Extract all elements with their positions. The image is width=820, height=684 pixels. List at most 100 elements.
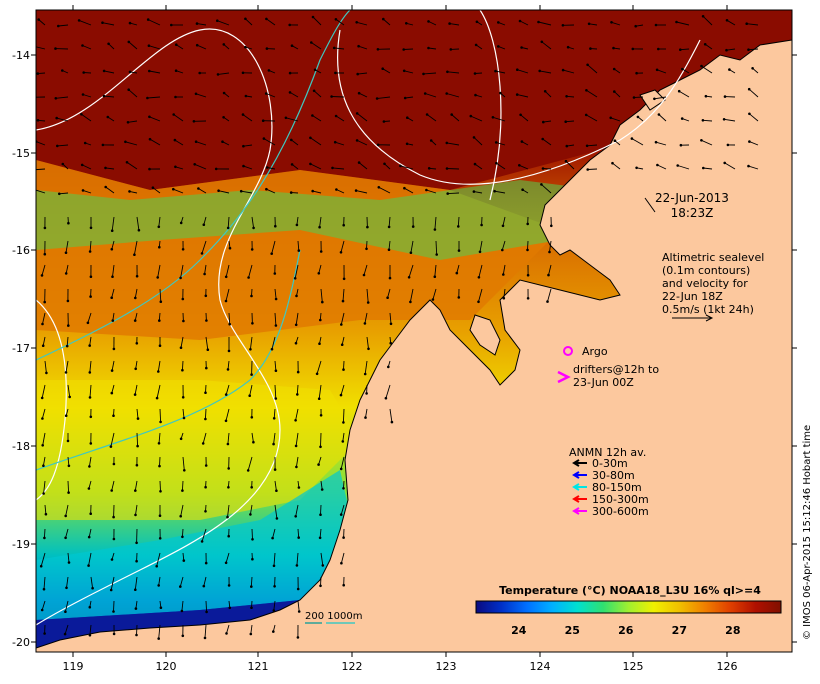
velocity-arrowhead-icon: [107, 43, 110, 46]
velocity-arrowhead-icon: [527, 297, 530, 300]
velocity-arrowhead-icon: [702, 119, 705, 122]
velocity-arrowhead-icon: [68, 396, 71, 399]
velocity-arrowhead-icon: [389, 342, 392, 345]
velocity-arrowhead-icon: [89, 512, 92, 515]
velocity-arrowhead-icon: [495, 162, 498, 165]
colorbar: [476, 601, 781, 613]
colorbar-tick-label: 28: [725, 624, 740, 637]
velocity-arrowhead-icon: [104, 167, 107, 170]
velocity-arrowhead-icon: [172, 188, 175, 191]
velocity-arrowhead-icon: [653, 98, 656, 101]
velocity-arrowhead-icon: [40, 565, 43, 568]
velocity-arrowhead-icon: [274, 468, 277, 471]
velocity-arrowhead-icon: [747, 165, 750, 168]
velocity-arrowhead-icon: [751, 67, 754, 70]
velocity-arrowhead-icon: [748, 140, 751, 143]
velocity-arrowhead-icon: [377, 48, 380, 51]
velocity-arrowhead-icon: [54, 47, 57, 50]
velocity-arrowhead-icon: [309, 163, 312, 166]
velocity-arrowhead-icon: [250, 486, 253, 489]
velocity-arrowhead-icon: [294, 419, 297, 422]
velocity-arrowhead-icon: [182, 298, 185, 301]
velocity-arrowhead-icon: [158, 319, 161, 322]
velocity-arrowhead-icon: [310, 41, 313, 44]
velocity-arrowhead-icon: [89, 250, 92, 253]
lat-label: -19: [12, 538, 30, 551]
velocity-arrowhead-icon: [290, 191, 293, 194]
velocity-arrow-icon: [205, 409, 206, 419]
velocity-arrow-icon: [321, 433, 322, 447]
velocity-arrowhead-icon: [342, 368, 345, 371]
velocity-arrowhead-icon: [493, 190, 496, 193]
velocity-arrowhead-icon: [295, 445, 298, 448]
velocity-arrowhead-icon: [319, 319, 322, 322]
velocity-arrowhead-icon: [676, 164, 679, 167]
velocity-arrowhead-icon: [273, 585, 276, 588]
velocity-arrowhead-icon: [470, 115, 473, 118]
velocity-arrowhead-icon: [68, 465, 71, 468]
velocity-arrowhead-icon: [134, 319, 137, 322]
velocity-arrowhead-icon: [321, 488, 324, 491]
velocity-arrowhead-icon: [316, 373, 319, 376]
velocity-arrowhead-icon: [217, 189, 220, 192]
velocity-arrowhead-icon: [521, 140, 524, 143]
velocity-arrowhead-icon: [44, 253, 47, 256]
altimetry-line: 22-Jun 18Z: [662, 290, 723, 303]
velocity-arrowhead-icon: [343, 278, 346, 281]
velocity-arrowhead-icon: [298, 249, 301, 252]
colorbar-tick-label: 25: [565, 624, 580, 637]
velocity-arrowhead-icon: [215, 168, 218, 171]
velocity-arrowhead-icon: [249, 513, 252, 516]
velocity-arrowhead-icon: [342, 300, 345, 303]
velocity-arrowhead-icon: [223, 92, 226, 95]
velocity-arrowhead-icon: [704, 43, 707, 46]
velocity-arrowhead-icon: [41, 609, 44, 612]
velocity-arrowhead-icon: [273, 417, 276, 420]
velocity-arrowhead-icon: [157, 370, 160, 373]
velocity-arrowhead-icon: [458, 296, 461, 299]
velocity-arrowhead-icon: [110, 589, 113, 592]
velocity-arrowhead-icon: [289, 72, 292, 75]
velocity-arrowhead-icon: [341, 343, 344, 346]
velocity-arrowhead-icon: [318, 342, 321, 345]
velocity-arrowhead-icon: [128, 41, 131, 44]
velocity-arrowhead-icon: [610, 21, 613, 24]
velocity-arrowhead-icon: [67, 300, 70, 303]
velocity-arrowhead-icon: [402, 48, 405, 51]
velocity-arrowhead-icon: [249, 348, 252, 351]
velocity-arrowhead-icon: [657, 48, 660, 51]
velocity-arrowhead-icon: [111, 558, 114, 561]
velocity-arrowhead-icon: [124, 141, 127, 144]
velocity-arrowhead-icon: [406, 116, 409, 119]
velocity-arrowhead-icon: [205, 319, 208, 322]
velocity-arrowhead-icon: [376, 97, 379, 100]
velocity-arrowhead-icon: [288, 24, 291, 27]
velocity-arrowhead-icon: [335, 115, 338, 118]
velocity-arrowhead-icon: [342, 487, 345, 490]
velocity-arrowhead-icon: [225, 393, 228, 396]
velocity-arrowhead-icon: [242, 72, 245, 75]
velocity-arrowhead-icon: [432, 298, 435, 301]
velocity-arrow-icon: [252, 529, 253, 539]
velocity-arrowhead-icon: [111, 229, 114, 232]
velocity-arrowhead-icon: [181, 610, 184, 613]
velocity-arrowhead-icon: [428, 167, 431, 170]
velocity-arrowhead-icon: [135, 634, 138, 637]
velocity-arrowhead-icon: [726, 19, 729, 22]
velocity-arrowhead-icon: [157, 637, 160, 640]
velocity-arrowhead-icon: [320, 250, 323, 253]
velocity-arrowhead-icon: [217, 73, 220, 76]
velocity-arrowhead-icon: [134, 297, 137, 300]
velocity-arrowhead-icon: [222, 116, 225, 119]
velocity-arrowhead-icon: [275, 489, 278, 492]
velocity-arrowhead-icon: [427, 20, 430, 23]
velocity-arrowhead-icon: [110, 489, 113, 492]
velocity-arrowhead-icon: [501, 249, 504, 252]
velocity-arrowhead-icon: [377, 144, 380, 147]
velocity-arrowhead-icon: [181, 489, 184, 492]
velocity-arrowhead-icon: [45, 513, 48, 516]
velocity-arrowhead-icon: [87, 322, 90, 325]
velocity-arrowhead-icon: [195, 93, 198, 96]
velocity-arrowhead-icon: [182, 320, 185, 323]
velocity-arrowhead-icon: [342, 584, 345, 587]
